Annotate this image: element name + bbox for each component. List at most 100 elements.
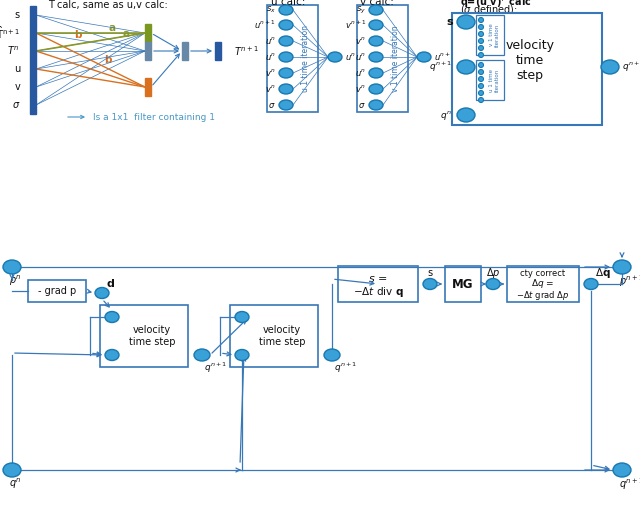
Bar <box>28 280 86 302</box>
Text: $q^{n+1}$: $q^{n+1}$ <box>619 476 640 492</box>
Ellipse shape <box>457 15 475 29</box>
Ellipse shape <box>279 20 293 30</box>
Text: $\sigma$: $\sigma$ <box>358 100 366 110</box>
Text: b: b <box>74 30 82 40</box>
Text: velocity
time
step: velocity time step <box>506 39 554 81</box>
Bar <box>145 42 151 60</box>
Bar <box>182 42 188 60</box>
Ellipse shape <box>235 350 249 360</box>
Circle shape <box>479 53 483 58</box>
Text: $u^{n+1}$: $u^{n+1}$ <box>254 19 276 31</box>
Text: - grad p: - grad p <box>38 286 76 296</box>
Ellipse shape <box>369 20 383 30</box>
Bar <box>452 13 602 125</box>
Bar <box>215 42 221 60</box>
Text: $u^n$: $u^n$ <box>265 52 276 62</box>
Circle shape <box>479 97 483 102</box>
Ellipse shape <box>417 52 431 62</box>
Text: s: s <box>428 268 433 278</box>
Text: $q^{n+1}$: $q^{n+1}$ <box>204 361 227 375</box>
Text: $\sigma$: $\sigma$ <box>269 100 276 110</box>
Bar <box>338 266 418 302</box>
Text: $- \Delta t$ div $\mathbf{q}$: $- \Delta t$ div $\mathbf{q}$ <box>353 285 403 299</box>
Text: v 1 time
iteration: v 1 time iteration <box>488 23 499 47</box>
Bar <box>507 266 579 302</box>
Ellipse shape <box>369 68 383 78</box>
Text: $T^n$: $T^n$ <box>8 45 20 57</box>
Ellipse shape <box>369 100 383 110</box>
Bar <box>30 24 36 42</box>
Text: $\mathbf{q}$=(u v)$^T$ calc: $\mathbf{q}$=(u v)$^T$ calc <box>460 0 531 10</box>
Circle shape <box>479 91 483 95</box>
Bar <box>30 78 36 96</box>
Ellipse shape <box>369 52 383 62</box>
Text: $v^n$: $v^n$ <box>266 83 276 94</box>
Circle shape <box>479 62 483 67</box>
Ellipse shape <box>613 260 631 274</box>
Text: $\Delta q$ =: $\Delta q$ = <box>531 278 555 290</box>
Text: u 1 time
iteration: u 1 time iteration <box>488 68 499 92</box>
Text: a: a <box>122 29 129 39</box>
Ellipse shape <box>457 108 475 122</box>
Ellipse shape <box>279 100 293 110</box>
Text: cty correct: cty correct <box>520 269 566 279</box>
Ellipse shape <box>279 68 293 78</box>
Ellipse shape <box>457 60 475 74</box>
Text: $\Delta\mathbf{q}$: $\Delta\mathbf{q}$ <box>595 266 611 280</box>
Text: velocity
time step: velocity time step <box>259 325 305 347</box>
Circle shape <box>479 45 483 50</box>
Text: velocity
time step: velocity time step <box>129 325 175 347</box>
Text: $p^{n+1}$: $p^{n+1}$ <box>619 273 640 289</box>
Text: $T^{n+1}$: $T^{n+1}$ <box>234 44 259 58</box>
Text: ($\sigma$ defined):: ($\sigma$ defined): <box>460 4 518 16</box>
Text: $\Delta p$: $\Delta p$ <box>486 266 500 280</box>
Bar <box>357 5 408 112</box>
Ellipse shape <box>105 312 119 322</box>
Text: v: v <box>14 82 20 92</box>
Ellipse shape <box>584 279 598 289</box>
Text: $v^n$: $v^n$ <box>266 67 276 78</box>
Ellipse shape <box>601 60 619 74</box>
Text: $\sigma$: $\sigma$ <box>12 100 20 110</box>
Bar <box>476 60 504 100</box>
Bar <box>145 24 151 42</box>
Bar <box>476 15 504 55</box>
Text: a: a <box>108 23 116 33</box>
Bar <box>100 305 188 367</box>
Ellipse shape <box>3 463 21 477</box>
Bar <box>30 96 36 114</box>
Text: $q^n$: $q^n$ <box>440 109 452 122</box>
Ellipse shape <box>279 5 293 15</box>
Bar <box>230 305 318 367</box>
Text: $- \Delta t$ grad $\Delta p$: $- \Delta t$ grad $\Delta p$ <box>516 289 570 302</box>
Ellipse shape <box>369 84 383 94</box>
Bar <box>145 78 151 96</box>
Ellipse shape <box>279 36 293 46</box>
Text: $q^{n+1}$: $q^{n+1}$ <box>334 361 357 375</box>
Text: b: b <box>104 55 112 65</box>
Text: $u^{n+1}$: $u^{n+1}$ <box>434 51 456 63</box>
Ellipse shape <box>324 349 340 361</box>
Circle shape <box>479 18 483 23</box>
Text: $u^n$: $u^n$ <box>355 67 366 78</box>
Ellipse shape <box>486 279 500 289</box>
Text: $u^n$: $u^n$ <box>265 36 276 46</box>
Circle shape <box>479 31 483 37</box>
Bar <box>445 266 481 302</box>
Text: v calc:: v calc: <box>360 0 394 7</box>
Ellipse shape <box>279 52 293 62</box>
Text: v 1 time iteration: v 1 time iteration <box>392 26 401 92</box>
Circle shape <box>479 77 483 81</box>
Text: $v^{n+1}$: $v^{n+1}$ <box>344 19 366 31</box>
Text: $v^n$: $v^n$ <box>355 36 366 46</box>
Ellipse shape <box>235 312 249 322</box>
Text: s: s <box>15 10 20 20</box>
Text: u: u <box>13 64 20 74</box>
Ellipse shape <box>423 279 437 289</box>
Ellipse shape <box>105 350 119 360</box>
Bar <box>30 6 36 24</box>
Text: $q^{n+1}$: $q^{n+1}$ <box>622 60 640 74</box>
Text: Is a 1x1  filter containing 1: Is a 1x1 filter containing 1 <box>93 112 215 122</box>
Text: $u^{n+1}$: $u^{n+1}$ <box>345 51 367 63</box>
Text: $u^n$: $u^n$ <box>355 52 366 62</box>
